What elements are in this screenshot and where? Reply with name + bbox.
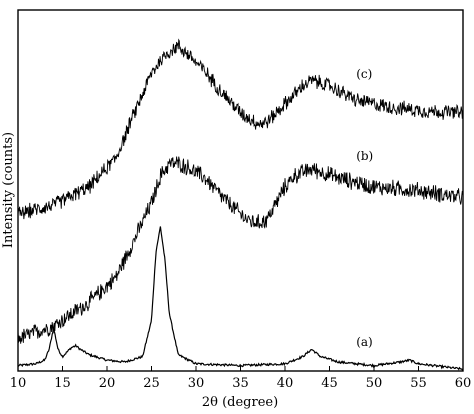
x-tick-label: 60 (455, 376, 472, 391)
x-tick-label: 55 (410, 376, 427, 391)
x-axis-title: 2θ (degree) (202, 395, 278, 410)
y-axis-title: Intensity (counts) (1, 132, 16, 248)
series-label-a: (a) (356, 335, 373, 349)
series-layer (17, 38, 464, 371)
x-tick-label: 10 (10, 376, 27, 391)
x-tick-label: 40 (277, 376, 294, 391)
series-label-c: (c) (356, 67, 372, 81)
x-tick-label: 50 (366, 376, 383, 391)
x-tick-label: 20 (99, 376, 116, 391)
x-tick-label: 25 (143, 376, 160, 391)
series-labels: (a) (b) (c) (356, 67, 373, 349)
series-line-a (17, 226, 464, 371)
x-tick-label: 15 (54, 376, 71, 391)
series-line-c (17, 38, 464, 220)
series-label-b: (b) (356, 149, 373, 163)
series-line-b (17, 156, 464, 344)
x-tick-label: 30 (188, 376, 205, 391)
x-tick-label: 45 (321, 376, 338, 391)
x-tick-label: 35 (232, 376, 249, 391)
x-axis-ticks: 10 15 20 25 30 35 40 45 50 55 60 (10, 366, 472, 391)
